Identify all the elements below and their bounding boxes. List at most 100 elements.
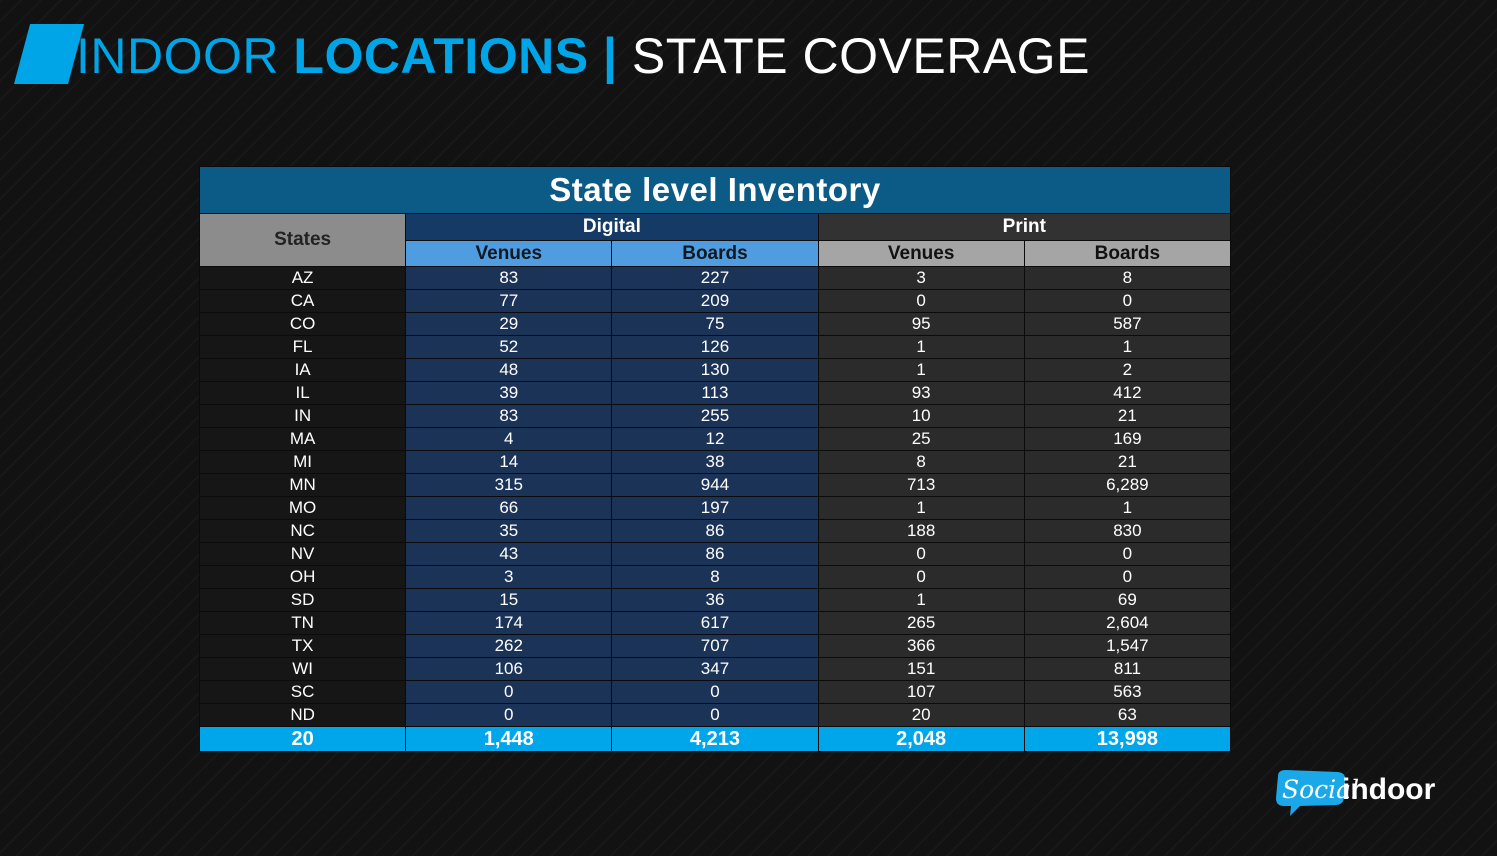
digital-venues-cell: 29 [405,312,613,336]
digital-boards-cell: 707 [611,634,819,658]
print-venues-cell: 151 [817,657,1025,681]
state-cell: OH [198,565,407,589]
table-row: OH 3 8 0 0 [198,565,1232,589]
state-cell: MA [198,427,407,451]
digital-venues-cell: 106 [405,657,613,681]
totals-row: 20 1,448 4,213 2,048 13,998 [198,726,1232,752]
state-cell: IL [198,381,407,405]
print-boards-cell: 1,547 [1023,634,1232,658]
digital-venues-cell: 15 [405,588,613,612]
print-boards-cell: 21 [1023,450,1232,474]
total-digital-venues: 1,448 [405,726,613,752]
digital-boards-cell: 8 [611,565,819,589]
digital-boards-cell: 197 [611,496,819,520]
digital-boards-cell: 944 [611,473,819,497]
speech-bubble-icon: Social indoor [1276,770,1436,816]
print-boards-cell: 0 [1023,289,1232,313]
state-cell: MO [198,496,407,520]
digital-venues-cell: 0 [405,703,613,727]
state-cell: AZ [198,266,407,290]
digital-venues-cell: 48 [405,358,613,382]
print-venues-cell: 188 [817,519,1025,543]
social-indoor-logo: Social indoor [1272,766,1444,820]
digital-venues-header: Venues [405,240,613,267]
print-boards-cell: 6,289 [1023,473,1232,497]
digital-boards-cell: 126 [611,335,819,359]
table-row: IN 83 255 10 21 [198,404,1232,428]
title-part-state-coverage: STATE COVERAGE [631,28,1090,84]
print-venues-cell: 713 [817,473,1025,497]
table-row: TN 174 617 265 2,604 [198,611,1232,635]
print-venues-header: Venues [817,240,1025,267]
digital-venues-cell: 66 [405,496,613,520]
table-body: AZ 83 227 3 8 CA 77 209 0 0 CO 29 75 95 587 FL 52 126 1 1 IA… [198,266,1232,727]
total-print-boards: 13,998 [1023,726,1232,752]
table-row: WI 106 347 151 811 [198,657,1232,681]
digital-boards-cell: 347 [611,657,819,681]
print-boards-cell: 0 [1023,565,1232,589]
digital-boards-cell: 0 [611,703,819,727]
states-column-header: States [198,213,407,267]
print-venues-cell: 1 [817,496,1025,520]
print-boards-cell: 587 [1023,312,1232,336]
digital-boards-cell: 209 [611,289,819,313]
digital-venues-cell: 3 [405,565,613,589]
state-cell: NV [198,542,407,566]
print-venues-cell: 366 [817,634,1025,658]
print-venues-cell: 107 [817,680,1025,704]
print-boards-cell: 563 [1023,680,1232,704]
print-boards-cell: 1 [1023,496,1232,520]
print-boards-cell: 830 [1023,519,1232,543]
table-row: MO 66 197 1 1 [198,496,1232,520]
digital-boards-cell: 227 [611,266,819,290]
table-row: IL 39 113 93 412 [198,381,1232,405]
digital-venues-cell: 35 [405,519,613,543]
total-print-venues: 2,048 [817,726,1025,752]
digital-venues-cell: 77 [405,289,613,313]
table-row: NC 35 86 188 830 [198,519,1232,543]
print-venues-cell: 20 [817,703,1025,727]
print-group-header: Print [817,213,1232,241]
digital-venues-cell: 174 [405,611,613,635]
table-row: AZ 83 227 3 8 [198,266,1232,290]
state-cell: WI [198,657,407,681]
print-venues-cell: 3 [817,266,1025,290]
digital-boards-cell: 617 [611,611,819,635]
state-cell: SC [198,680,407,704]
digital-venues-cell: 43 [405,542,613,566]
state-cell: TX [198,634,407,658]
print-venues-cell: 1 [817,358,1025,382]
digital-venues-cell: 0 [405,680,613,704]
title-part-locations: LOCATIONS [293,28,589,84]
digital-boards-cell: 255 [611,404,819,428]
state-cell: ND [198,703,407,727]
digital-venues-cell: 52 [405,335,613,359]
print-boards-cell: 0 [1023,542,1232,566]
table-row: SD 15 36 1 69 [198,588,1232,612]
digital-group-header: Digital [405,213,819,241]
digital-venues-cell: 83 [405,266,613,290]
total-digital-boards: 4,213 [611,726,819,752]
digital-boards-cell: 38 [611,450,819,474]
state-inventory-table: State level Inventory States Digital Pri… [198,166,1232,752]
table-row: MN 315 944 713 6,289 [198,473,1232,497]
total-states: 20 [198,726,407,752]
print-boards-cell: 811 [1023,657,1232,681]
digital-boards-cell: 86 [611,519,819,543]
digital-venues-cell: 262 [405,634,613,658]
title-part-indoor: INDOOR [76,28,294,84]
print-venues-cell: 1 [817,588,1025,612]
digital-venues-cell: 315 [405,473,613,497]
state-cell: IN [198,404,407,428]
page-title: INDOOR LOCATIONS | STATE COVERAGE [76,26,1090,86]
state-cell: NC [198,519,407,543]
digital-boards-cell: 75 [611,312,819,336]
print-venues-cell: 0 [817,289,1025,313]
digital-venues-cell: 83 [405,404,613,428]
print-venues-cell: 95 [817,312,1025,336]
table-row: MA 4 12 25 169 [198,427,1232,451]
table-row: MI 14 38 8 21 [198,450,1232,474]
print-venues-cell: 1 [817,335,1025,359]
table-row: SC 0 0 107 563 [198,680,1232,704]
print-boards-cell: 21 [1023,404,1232,428]
